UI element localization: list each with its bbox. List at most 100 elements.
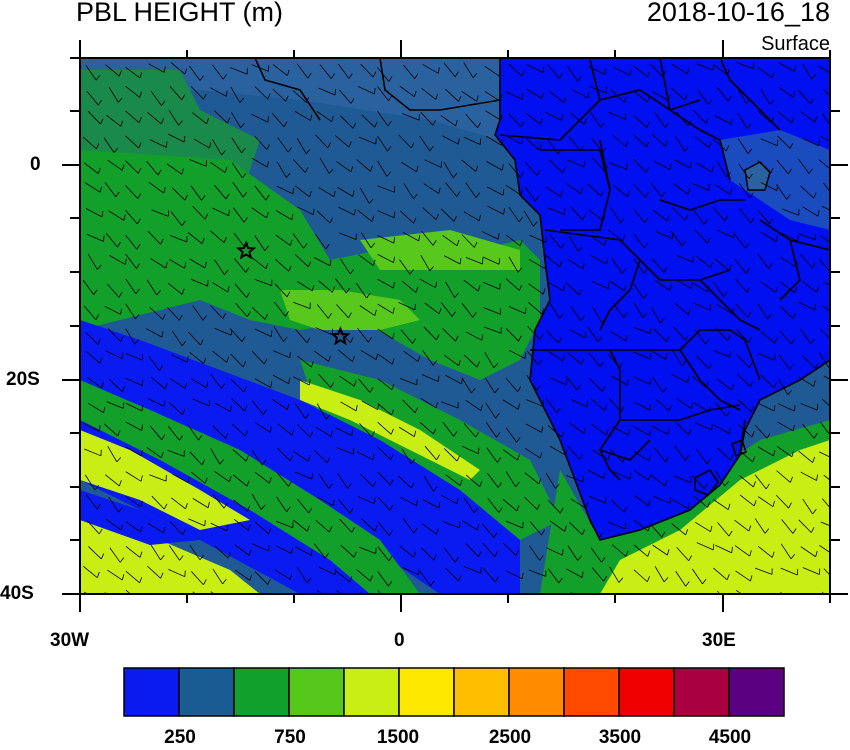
wind-barb-flag — [374, 497, 376, 504]
wind-barb — [505, 91, 523, 100]
wind-barb-flag — [797, 235, 799, 242]
wind-barb — [297, 567, 308, 583]
wind-barb — [716, 161, 727, 178]
wind-barb — [361, 518, 376, 532]
wind-barb — [777, 135, 791, 149]
wind-barb — [150, 90, 162, 106]
colorbar-label: 250 — [164, 727, 196, 748]
wind-barb — [675, 278, 692, 289]
wind-barb-flag — [708, 363, 713, 370]
wind-barb-flag — [539, 333, 544, 340]
wind-barb — [359, 187, 370, 204]
wind-barb — [421, 523, 437, 535]
wind-barb — [613, 471, 631, 480]
wind-barb-flag — [524, 352, 527, 359]
wind-barb-flag — [813, 380, 816, 387]
wind-barb — [484, 377, 496, 394]
wind-barb — [233, 519, 249, 531]
wind-barb-flag — [121, 164, 125, 171]
wind-barb-flag — [583, 427, 586, 434]
wind-barb — [717, 304, 733, 315]
wind-barb-flag — [435, 334, 440, 340]
wind-barb — [377, 471, 391, 486]
wind-barb — [234, 544, 250, 556]
wind-barb-flag — [476, 601, 478, 607]
wind-barb-flag — [726, 171, 731, 178]
wind-barb-flag — [643, 268, 648, 274]
wind-barb-flag — [99, 597, 101, 603]
wind-barb-flag — [520, 189, 523, 196]
wind-barb — [167, 426, 180, 441]
wind-barb — [356, 159, 371, 172]
wind-barb-flag — [684, 334, 689, 341]
wind-barb — [465, 256, 483, 265]
wind-barb — [316, 210, 331, 224]
wind-barb-flag — [563, 96, 567, 103]
wind-barb-flag — [286, 69, 290, 76]
wind-barb — [714, 258, 730, 271]
wind-barb — [568, 235, 579, 252]
wind-barb-flag — [288, 481, 292, 487]
wind-barb-flag — [601, 386, 606, 392]
wind-barb-flag — [229, 405, 232, 412]
wind-barb — [104, 182, 117, 198]
wind-barb — [589, 86, 607, 94]
wind-barb-flag — [559, 313, 564, 319]
wind-barb — [800, 185, 814, 199]
wind-barb-flag — [667, 549, 670, 556]
wind-barb-flag — [477, 447, 480, 454]
wind-barb-flag — [724, 481, 729, 487]
wind-barb-flag — [182, 529, 186, 535]
wind-barb-flag — [99, 186, 103, 193]
wind-barb — [675, 421, 689, 435]
wind-barb — [106, 401, 124, 409]
wind-barb — [339, 518, 353, 533]
wind-barb-flag — [354, 209, 356, 216]
wind-barb-flag — [818, 139, 820, 146]
wind-barb-flag — [352, 190, 355, 197]
wind-barb-flag — [458, 95, 462, 102]
wind-barb-flag — [456, 239, 460, 246]
wind-barb — [693, 302, 711, 311]
wind-barb — [715, 470, 726, 487]
wind-barb-flag — [390, 454, 394, 460]
wind-barb-flag — [455, 335, 459, 342]
wind-barb-flag — [165, 141, 168, 148]
wind-barb-flag — [473, 241, 478, 248]
wind-barb-flag — [582, 262, 585, 269]
wind-barb — [549, 234, 562, 249]
wind-barb — [483, 593, 485, 594]
wind-barb — [738, 163, 750, 179]
wind-barb-flag — [660, 318, 665, 324]
wind-barb — [377, 422, 392, 435]
wind-barb-flag — [411, 458, 416, 464]
wind-barb — [547, 64, 560, 79]
wind-barb — [505, 135, 522, 145]
wind-barb — [294, 254, 309, 268]
wind-barb-flag — [690, 282, 693, 289]
wind-barb — [210, 305, 224, 319]
wind-barb-flag — [771, 551, 775, 558]
wind-barb — [149, 425, 163, 441]
wind-barb — [823, 474, 830, 481]
wind-barb — [419, 135, 431, 152]
wind-barb-flag — [311, 361, 314, 368]
wind-barb-flag — [458, 575, 462, 582]
wind-barb-flag — [184, 570, 186, 577]
colorbar-swatch — [288, 667, 345, 717]
wind-barb-flag — [331, 115, 334, 122]
wind-barb — [736, 329, 749, 343]
wind-barb — [487, 498, 500, 513]
wind-barb — [214, 184, 227, 200]
wind-barb — [251, 493, 262, 510]
wind-barb — [485, 110, 502, 121]
wind-barb — [484, 91, 501, 102]
wind-barb-flag — [687, 120, 692, 127]
wind-barb — [421, 231, 434, 246]
wind-barb — [611, 375, 628, 386]
wind-barb-flag — [789, 364, 794, 370]
wind-barb-flag — [542, 66, 545, 73]
wind-barb — [672, 499, 689, 510]
wind-barb — [377, 278, 394, 289]
wind-barb-flag — [496, 457, 502, 463]
